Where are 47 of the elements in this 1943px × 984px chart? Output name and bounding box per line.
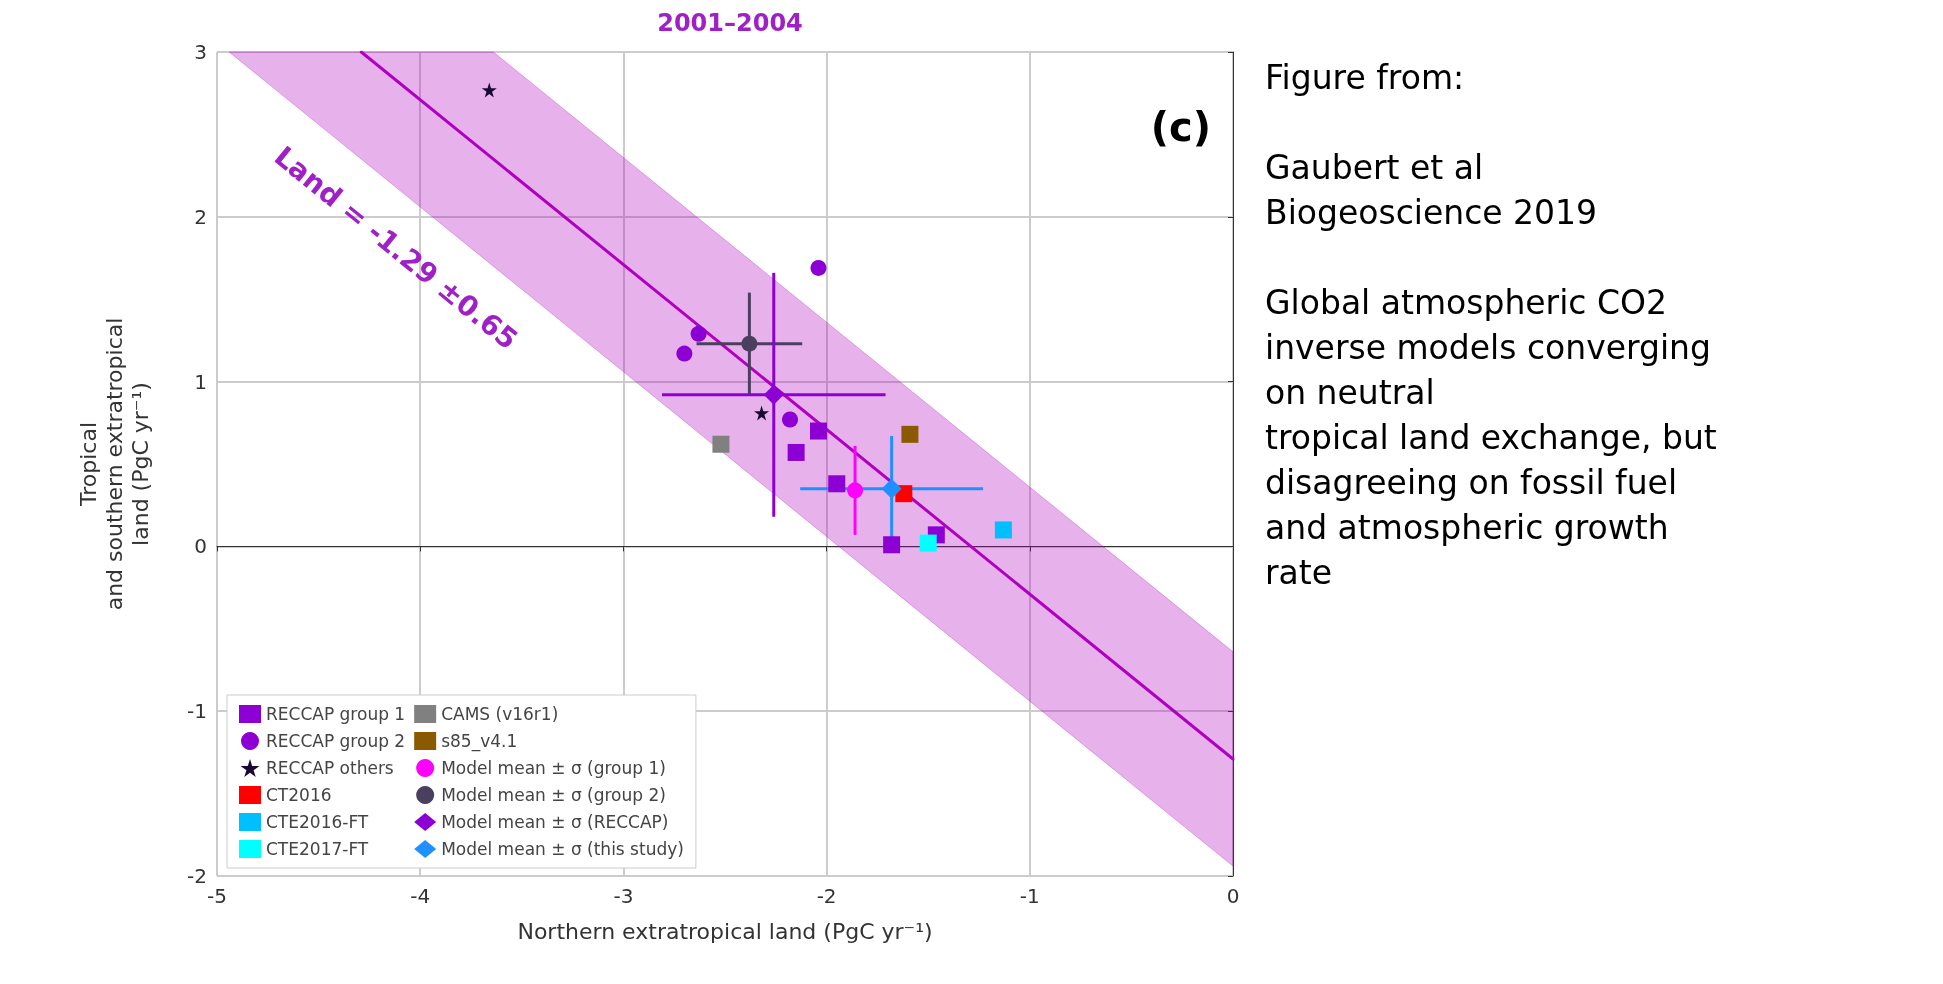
y-tick-label: 1 <box>194 369 207 394</box>
legend-label: CAMS (v16r1) <box>441 704 559 724</box>
x-axis-title: Northern extratropical land (PgC yr⁻¹) <box>517 918 933 944</box>
legend-label: RECCAP group 2 <box>266 731 406 751</box>
point <box>787 443 805 461</box>
x-tick-label: -1 <box>1019 884 1040 908</box>
legend-label: Model mean ± σ (group 1) <box>441 758 666 778</box>
legend-label: Model mean ± σ (this study) <box>441 839 684 859</box>
point <box>690 325 707 342</box>
y-tick-label: -2 <box>187 864 207 888</box>
point <box>847 482 864 499</box>
legend-label: CTE2016-FT <box>266 812 369 832</box>
point <box>881 478 902 499</box>
point <box>919 534 937 552</box>
x-tick-label: -4 <box>410 884 431 908</box>
y-tick-label: 0 <box>194 534 207 559</box>
point <box>782 411 799 428</box>
point <box>901 425 919 443</box>
point <box>763 384 784 405</box>
y-axis-title: Tropical and southern extratropical land (PgC yr⁻¹) <box>75 317 153 611</box>
point <box>741 335 758 352</box>
x-tick-label: 0 <box>1226 884 1240 908</box>
x-tick-label: -2 <box>816 884 837 908</box>
point <box>754 405 770 421</box>
point <box>809 422 827 440</box>
point <box>994 521 1012 539</box>
legend-label: Model mean ± σ (RECCAP) <box>441 812 669 832</box>
y-tick-label: 3 <box>194 40 207 64</box>
chart-title: 2001–2004 <box>657 9 803 37</box>
x-tick-label: -5 <box>207 884 227 908</box>
annotation: (c) <box>1150 104 1212 150</box>
point <box>883 536 901 554</box>
point <box>810 259 827 276</box>
legend-label: CT2016 <box>266 785 332 805</box>
legend-label: CTE2017-FT <box>266 839 369 859</box>
point <box>828 475 846 493</box>
legend-label: Model mean ± σ (group 2) <box>441 785 666 805</box>
legend-label: s85_v4.1 <box>441 731 518 752</box>
y-tick-label: 2 <box>194 204 207 229</box>
y-tick-label: -1 <box>187 699 207 724</box>
text: Figure from: Gaubert et al Biogeoscience 2019 Global atmospheric CO2 inverse models converging on neutral tropical land exchange, but disagreeing on fossil fuel and atmospheric growth rate <box>1265 58 1717 592</box>
point <box>676 345 693 362</box>
x-tick-label: -3 <box>613 884 634 908</box>
legend-label: RECCAP others <box>266 758 394 778</box>
legend-label: RECCAP group 1 <box>266 704 406 724</box>
point <box>712 435 730 453</box>
point <box>481 82 497 98</box>
